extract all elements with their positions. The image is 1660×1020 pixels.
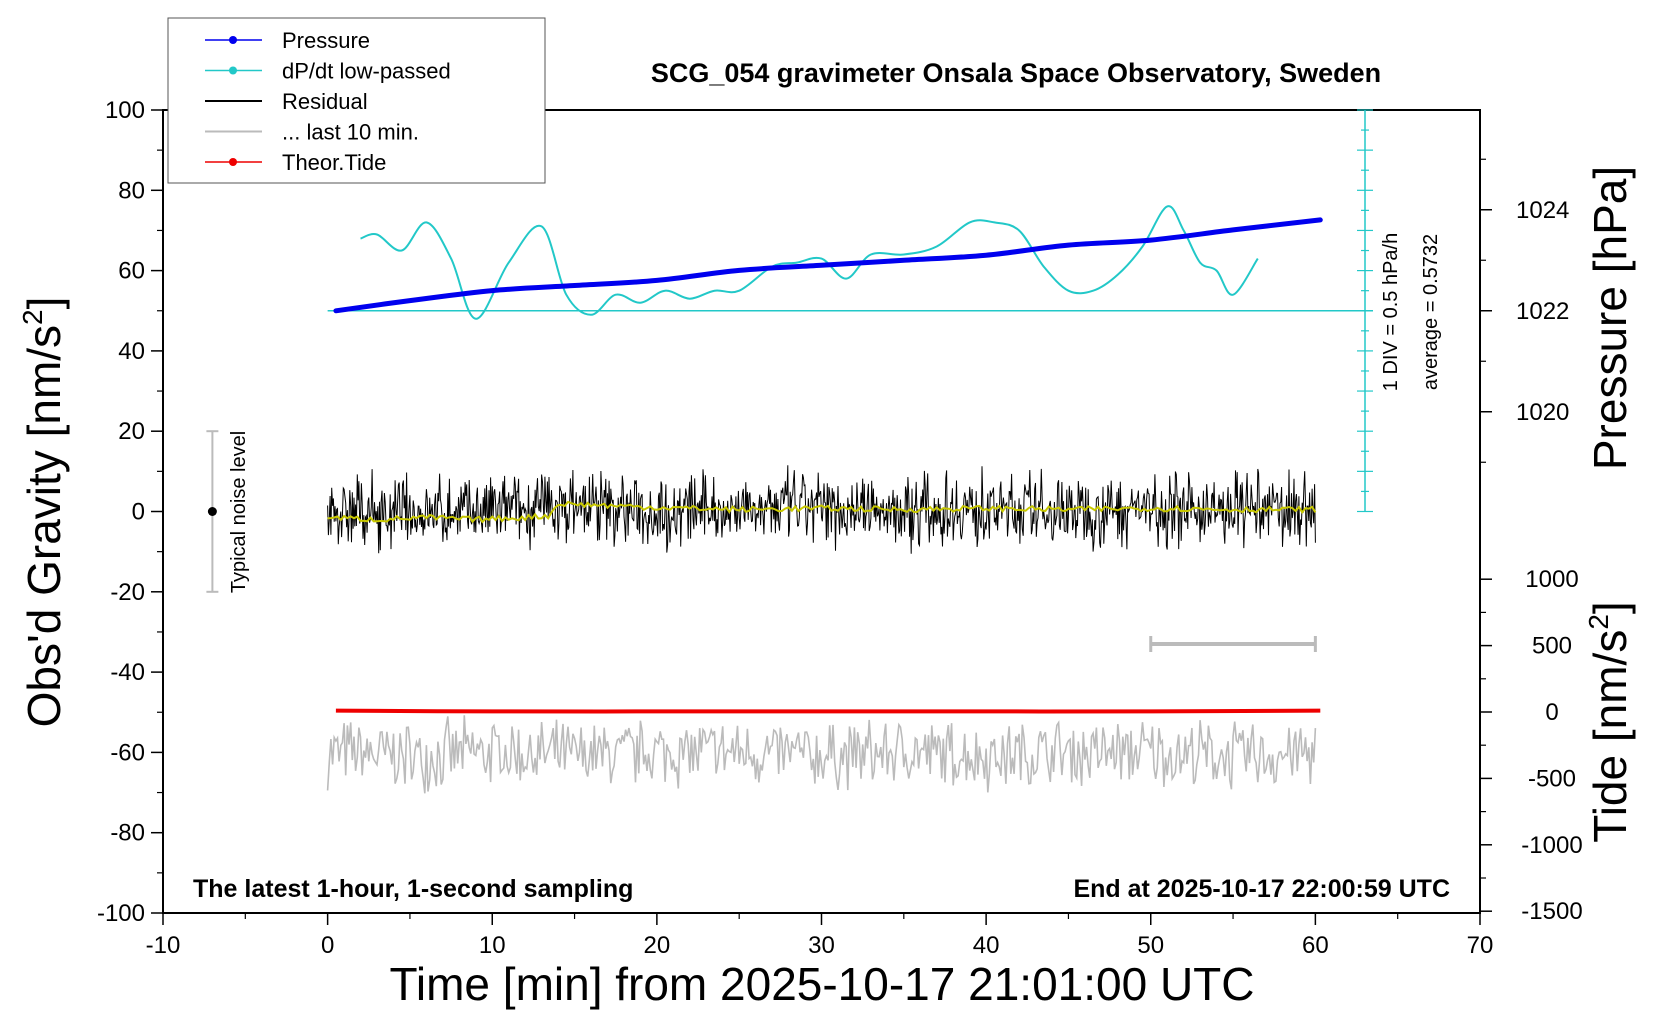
tide-tick-label: -500 bbox=[1528, 765, 1576, 792]
x-tick-label: -10 bbox=[146, 932, 181, 959]
noise-level-indicator bbox=[206, 430, 219, 593]
y-axis-label-tide-end: ] bbox=[1584, 601, 1636, 614]
series-layer bbox=[326, 205, 1323, 794]
dpdt-scale-label: 1 DIV = 0.5 hPa/h bbox=[1380, 233, 1402, 391]
x-tick-label: 10 bbox=[479, 932, 506, 959]
legend-marker bbox=[229, 36, 237, 44]
pressure-tick-label: 1020 bbox=[1516, 399, 1569, 426]
legend-label: dP/dt low-passed bbox=[282, 59, 451, 84]
y-tick-label: 0 bbox=[132, 499, 145, 526]
noise-center-dot bbox=[207, 507, 217, 516]
tide-tick-label: -1500 bbox=[1521, 898, 1582, 925]
y-tick-label: -20 bbox=[110, 579, 145, 606]
pressure-tick-label: 1022 bbox=[1516, 298, 1569, 325]
dpdt-scale bbox=[327, 109, 1373, 513]
tide-tick-label: 500 bbox=[1532, 633, 1572, 660]
legend-items: Pressure dP/dt low-passed Residual ... last… bbox=[205, 28, 451, 175]
x-tick-label: 40 bbox=[973, 932, 1000, 959]
chart-title: SCG_054 gravimeter Onsala Space Observat… bbox=[651, 58, 1381, 88]
series-theor-tide bbox=[335, 708, 1321, 714]
y-axis-label-gravity-main: Obs'd Gravity [nm/s bbox=[18, 325, 70, 727]
y-tick-label: 80 bbox=[118, 177, 145, 204]
x-tick-label: 30 bbox=[808, 932, 835, 959]
noise-level-label: Typical noise level bbox=[228, 431, 250, 593]
y-tick-label: 60 bbox=[118, 258, 145, 285]
annotation-end-time: End at 2025-10-17 22:00:59 UTC bbox=[1073, 875, 1450, 903]
x-tick-label: 60 bbox=[1302, 932, 1329, 959]
y-tick-label: -80 bbox=[110, 820, 145, 847]
y-axis-label-tide-main: Tide [nm/s bbox=[1584, 630, 1636, 843]
y-tick-label: -100 bbox=[97, 900, 145, 927]
x-axis-label: Time [min] from 2025-10-17 21:01:00 UTC bbox=[390, 958, 1255, 1010]
tide-tick-label: 0 bbox=[1545, 699, 1558, 726]
y-tick-label: 20 bbox=[118, 418, 145, 445]
tide-tick-label: -1000 bbox=[1521, 832, 1582, 859]
series-pressure bbox=[333, 217, 1323, 314]
last-10-min-indicator bbox=[1149, 635, 1317, 652]
y-axis-label-tide-sup: 2 bbox=[1583, 614, 1614, 630]
legend: Pressure dP/dt low-passed Residual ... last… bbox=[167, 17, 546, 184]
legend-label: ... last 10 min. bbox=[282, 120, 419, 145]
y-tick-label: -60 bbox=[110, 739, 145, 766]
x-axis: -10 0 10 20 30 40 50 60 70 bbox=[146, 913, 1494, 959]
x-tick-label: 20 bbox=[644, 932, 671, 959]
x-tick-label: 70 bbox=[1467, 932, 1494, 959]
series-residual-low-passed bbox=[327, 500, 1317, 524]
y-axis-label-gravity-end: ] bbox=[18, 297, 70, 310]
y-axis-tide: 1000 500 0 -500 -1000 -1500 bbox=[1480, 566, 1583, 925]
y-axis-label-tide: Tide [nm/s2] bbox=[1583, 601, 1636, 842]
x-tick-label: 0 bbox=[321, 932, 334, 959]
y-axis-label-pressure: Pressure [hPa] bbox=[1584, 166, 1636, 470]
series-residual bbox=[327, 465, 1316, 554]
y-axis-label-gravity-sup: 2 bbox=[17, 309, 48, 325]
series-dpdt-low-passed bbox=[360, 205, 1259, 320]
x-tick-label: 50 bbox=[1137, 932, 1164, 959]
pressure-tick-label: 1024 bbox=[1516, 197, 1569, 224]
legend-label: Pressure bbox=[282, 28, 370, 53]
y-tick-label: 100 bbox=[105, 97, 145, 124]
series-last-10-min bbox=[326, 715, 1317, 794]
tide-tick-label: 1000 bbox=[1525, 566, 1578, 593]
legend-marker bbox=[229, 66, 237, 75]
legend-marker bbox=[229, 158, 237, 166]
annotation-sampling: The latest 1-hour, 1-second sampling bbox=[193, 875, 633, 903]
legend-label: Theor.Tide bbox=[282, 150, 386, 175]
y-axis-gravity: 100 80 60 40 20 0 -20 -40 -60 -80 -100 bbox=[97, 97, 163, 927]
y-axis-pressure: 1024 1022 1020 bbox=[1480, 158, 1569, 463]
dpdt-average-label: average = 0.5732 bbox=[1420, 234, 1442, 390]
y-tick-label: -40 bbox=[110, 659, 145, 686]
y-axis-label-gravity: Obs'd Gravity [nm/s2] bbox=[17, 297, 70, 728]
legend-label: Residual bbox=[282, 89, 368, 114]
y-tick-label: 40 bbox=[118, 338, 145, 365]
